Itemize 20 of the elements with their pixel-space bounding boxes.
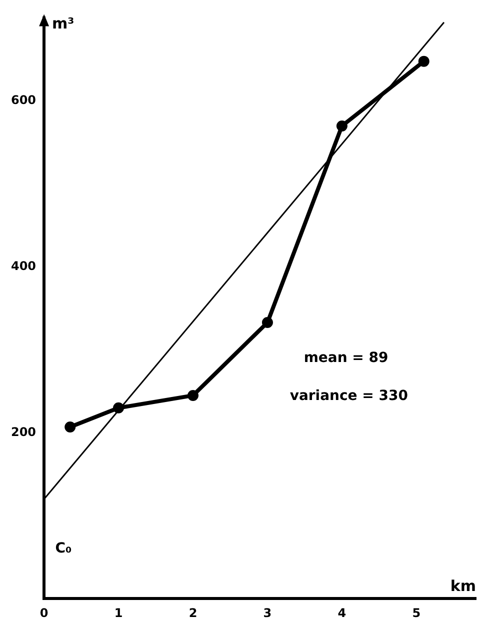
y-tick-label: 400	[10, 259, 36, 274]
x-tick-label: 4	[338, 606, 346, 620]
x-tick-label: 0	[40, 606, 48, 620]
point	[113, 402, 124, 414]
point	[262, 316, 273, 328]
point	[418, 56, 430, 67]
annotation: C₀	[55, 540, 72, 556]
x-tick-label: 5	[412, 606, 421, 620]
annotation: variance = 330	[290, 388, 408, 404]
y-tick-label: 200	[10, 424, 36, 439]
y-tick-label: 600	[10, 93, 36, 108]
y-axis-title: m³	[52, 14, 74, 33]
x-tick-label: 3	[263, 606, 272, 620]
point	[64, 421, 76, 432]
x-tick-label: 2	[188, 606, 198, 620]
annotation: mean = 89	[304, 350, 388, 366]
x-tick-label: 1	[114, 606, 123, 620]
point	[336, 120, 348, 132]
x-axis-title: km	[450, 576, 476, 595]
point	[188, 390, 198, 401]
